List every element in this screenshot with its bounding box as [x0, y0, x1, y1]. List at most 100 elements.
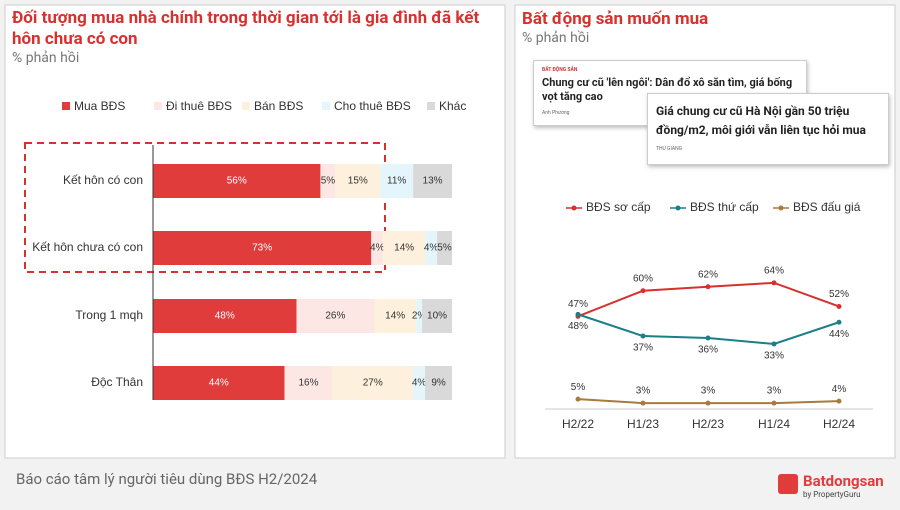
value-label: 60% [633, 273, 653, 284]
value-label: 9% [431, 378, 446, 389]
category-label: Trong 1 mqh [75, 308, 143, 322]
value-label: 11% [387, 176, 406, 187]
legend-label: Đi thuê BĐS [166, 99, 232, 113]
value-label: 33% [764, 351, 784, 362]
left-subtitle: % phản hồi [12, 50, 80, 66]
legend-label: Cho thuê BĐS [334, 99, 411, 113]
legend-marker [778, 205, 784, 211]
footer-note: Báo cáo tâm lý người tiêu dùng BĐS H2/20… [16, 470, 318, 488]
news-headline: Giá chung cư cũ Hà Nội gần 50 triệu đồng… [656, 104, 866, 137]
point [575, 311, 581, 317]
point [640, 288, 646, 294]
legend-swatch [427, 102, 435, 110]
bar-segment [380, 164, 414, 198]
bar-segment [371, 231, 384, 265]
bar-segment [153, 299, 297, 333]
point [771, 400, 777, 406]
x-tick-label: H1/23 [627, 417, 659, 431]
bar-segment [416, 299, 423, 333]
value-label: 3% [701, 386, 716, 397]
highlight-box [24, 142, 386, 273]
point [771, 280, 777, 286]
value-label: 27% [363, 378, 383, 389]
logo-icon [778, 474, 798, 494]
value-label: 56% [227, 176, 247, 187]
value-label: 44% [829, 329, 849, 340]
value-label: 26% [325, 311, 345, 322]
logo-text: Batdongsan [803, 472, 884, 490]
news-author: THU GIANG [656, 146, 683, 152]
value-label: 47% [568, 299, 588, 310]
value-label: 10% [427, 311, 447, 322]
value-label: 52% [829, 289, 849, 300]
value-label: 15% [348, 176, 368, 187]
category-label: Kết hôn chưa có con [32, 240, 143, 254]
value-label: 5% [321, 176, 336, 187]
point [771, 341, 777, 347]
point [705, 335, 711, 341]
bar-segment [422, 299, 452, 333]
news-clip: Giá chung cư cũ Hà Nội gần 50 triệu đồng… [647, 93, 889, 165]
value-label: 16% [298, 378, 318, 389]
value-label: 3% [636, 386, 651, 397]
bar-segment [425, 366, 452, 400]
legend-label: BĐS thứ cấp [690, 200, 759, 214]
value-label: 14% [385, 311, 405, 322]
value-label: 4% [370, 243, 385, 254]
bar-segment [413, 164, 452, 198]
legend-marker [675, 205, 681, 211]
bar-segment [284, 366, 333, 400]
legend-label: BĐS sơ cấp [586, 200, 651, 214]
bar-segment [383, 231, 426, 265]
value-label: 36% [698, 345, 718, 356]
point [836, 398, 842, 404]
x-tick-label: H2/22 [562, 417, 594, 431]
point [575, 396, 581, 402]
x-tick-label: H2/24 [823, 417, 855, 431]
point [640, 400, 646, 406]
value-label: 4% [832, 384, 847, 395]
x-tick-label: H2/23 [692, 417, 724, 431]
value-label: 48% [568, 321, 588, 332]
value-label: 4% [424, 243, 439, 254]
value-label: 4% [412, 378, 427, 389]
bar-segment [374, 299, 417, 333]
x-tick-label: H1/24 [758, 417, 790, 431]
point [640, 333, 646, 339]
value-label: 13% [423, 176, 443, 187]
point [705, 284, 711, 290]
bar-segment [335, 164, 381, 198]
value-label: 14% [394, 243, 414, 254]
bar-segment [413, 366, 426, 400]
value-label: 3% [767, 386, 782, 397]
news-tag: BẤT ĐỘNG SẢN [542, 67, 578, 73]
legend-swatch [154, 102, 162, 110]
legend-label: Bán BĐS [254, 99, 303, 113]
value-label: 5% [437, 243, 452, 254]
legend-swatch [322, 102, 330, 110]
bar-segment [153, 366, 285, 400]
value-label: 62% [698, 269, 718, 280]
value-label: 64% [764, 265, 784, 276]
bar-segment [320, 164, 336, 198]
category-label: Độc Thân [91, 375, 143, 389]
right-title: Bất động sản muốn mua [522, 9, 709, 29]
legend-marker [571, 205, 577, 211]
legend-label: BĐS đấu giá [793, 200, 861, 214]
bar-segment [332, 366, 414, 400]
news-author: Anh Phương [542, 110, 570, 116]
legend-swatch [242, 102, 250, 110]
logo-sub: by PropertyGuru [803, 490, 861, 499]
value-label: 48% [215, 311, 235, 322]
news-headline: Chung cư cũ 'lên ngôi': Dân đổ xô săn tì… [542, 76, 793, 103]
point [836, 319, 842, 325]
bar-segment [296, 299, 375, 333]
value-label: 2% [412, 311, 427, 322]
left-title: Đối tượng mua nhà chính trong thời gian … [12, 8, 480, 49]
value-label: 73% [252, 243, 272, 254]
point [836, 303, 842, 309]
legend-swatch [62, 102, 70, 110]
category-label: Kết hôn có con [63, 173, 143, 187]
legend-label: Khác [439, 99, 466, 113]
